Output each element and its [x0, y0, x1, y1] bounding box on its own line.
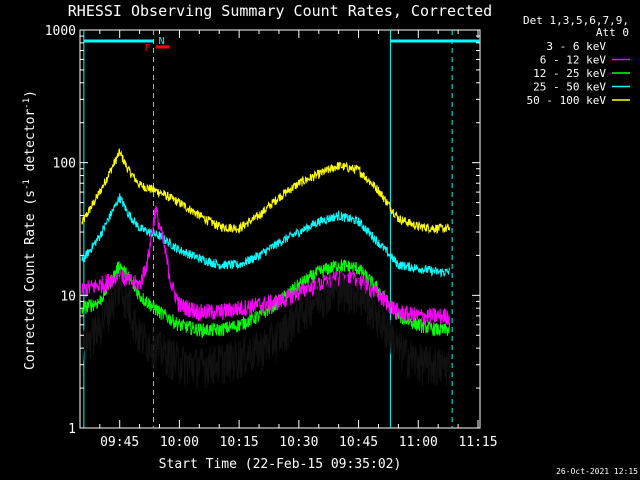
legend-title-2: Att 0	[596, 26, 629, 39]
legend-label: 12 - 25 keV	[533, 67, 606, 80]
y-tick-label: 1000	[45, 24, 76, 39]
x-tick-label: 10:45	[339, 435, 378, 450]
y-axis-ticks: 1 10 100 1000	[45, 24, 480, 437]
orbit-markers: NF	[83, 30, 480, 428]
night-marker-label: N	[159, 36, 165, 47]
legend-label: 25 - 50 keV	[533, 81, 606, 94]
x-axis-label: Start Time (22-Feb-15 09:35:02)	[159, 457, 402, 472]
plot-area	[79, 29, 481, 429]
legend-label: 6 - 12 keV	[540, 54, 607, 67]
x-axis-ticks: 09:45 10:00 10:15 10:30 10:45 11:00 11:15	[99, 30, 498, 450]
y-tick-label: 1	[68, 422, 76, 437]
x-tick-label: 09:45	[100, 435, 139, 450]
y-label-sup-2: -1	[22, 98, 32, 109]
legend-title-1: Det 1,3,5,6,7,9,	[523, 14, 629, 27]
series-line	[81, 205, 451, 326]
x-tick-label: 10:00	[160, 435, 199, 450]
legend-label: 50 - 100 keV	[527, 94, 607, 107]
chart-title: RHESSI Observing Summary Count Rates, Co…	[68, 2, 492, 20]
x-tick-label: 10:30	[279, 435, 318, 450]
y-label-part-1: Corrected Count Rate (s	[23, 190, 38, 370]
y-tick-label: 10	[60, 289, 76, 304]
series-line	[81, 272, 451, 390]
y-label-part-3: )	[23, 90, 38, 98]
plot-frame	[79, 29, 481, 429]
y-label-sup-1: -1	[22, 179, 32, 190]
series-lines	[81, 148, 451, 390]
x-tick-label: 10:15	[220, 435, 259, 450]
legend-label: 3 - 6 keV	[546, 40, 606, 53]
y-tick-label: 100	[53, 157, 76, 172]
x-tick-label: 11:15	[458, 435, 497, 450]
timestamp: 26-Oct-2021 12:15	[556, 467, 638, 476]
series-line	[81, 193, 451, 279]
y-label-part-2: detector	[23, 109, 38, 180]
x-tick-label: 11:00	[399, 435, 438, 450]
flare-marker-label: F	[145, 43, 151, 54]
series-line	[81, 148, 451, 235]
y-axis-label: Corrected Count Rate (s-1 detector-1)	[22, 90, 38, 370]
